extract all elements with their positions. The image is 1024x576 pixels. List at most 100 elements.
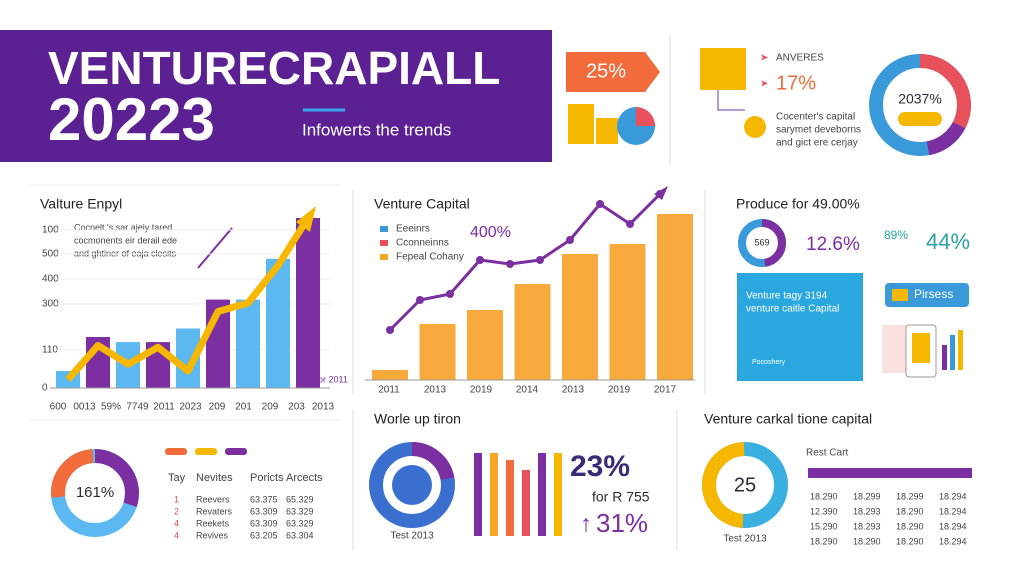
chart2: Eeeinrs Cconneinns Fepeal Cohany 2011 2013 20… — [365, 186, 695, 396]
arrow-icon: ➤ — [760, 79, 768, 90]
legend-label: Fepeal Cohany — [396, 252, 464, 263]
table-cell: 63.375 — [250, 494, 278, 504]
legend-pill — [195, 448, 217, 455]
line-point — [416, 296, 424, 304]
text-line: Cocenter's capital — [776, 112, 855, 123]
donut-segment — [51, 449, 139, 537]
trend-line — [388, 192, 662, 332]
y-label: 0 — [42, 383, 48, 394]
icon-block — [568, 104, 594, 144]
table-cell: Reekets — [196, 518, 230, 528]
deco-bar — [538, 453, 546, 536]
legend-swatch — [380, 226, 388, 232]
bar — [419, 324, 456, 380]
table-cell: 18.299 — [896, 491, 924, 501]
x-label: 201 — [235, 402, 252, 413]
table-header: Nevites — [196, 472, 233, 484]
bar — [296, 218, 320, 388]
x-label: 2019 — [470, 385, 493, 396]
top-donut — [869, 54, 971, 156]
value: 23% — [570, 450, 630, 483]
x-label: 2017 — [654, 385, 677, 396]
table-cell: 18.294 — [939, 536, 967, 546]
br-table: 18.290 18.299 18.299 18.294 12.390 18.293 18.2… — [810, 491, 967, 546]
bar — [657, 214, 693, 380]
pill — [898, 112, 942, 126]
bar — [372, 370, 408, 380]
donut-label: 161% — [76, 484, 114, 501]
line-point — [596, 200, 604, 208]
x-label: 2013 — [424, 385, 447, 396]
table-header: Arcects — [286, 472, 323, 484]
bar — [467, 310, 503, 380]
table-cell: 63.329 — [286, 518, 314, 528]
donut-center — [392, 465, 432, 505]
legend-pill — [165, 448, 187, 455]
table-cell: 18.294 — [939, 521, 967, 531]
arrow-head — [296, 206, 316, 232]
chart-title: Valture Enpyl — [40, 196, 122, 212]
deco-bar — [474, 453, 482, 536]
line-point — [536, 256, 544, 264]
donut-segment — [369, 442, 455, 528]
icon-bar — [942, 345, 947, 370]
caption: Test 2013 — [723, 534, 767, 545]
tag-value: 25% — [586, 60, 626, 82]
table-cell: 18.294 — [939, 491, 967, 501]
x-label: 2013 — [562, 385, 585, 396]
small-donut — [738, 219, 786, 267]
bm-donut — [369, 442, 455, 528]
legend-swatch — [380, 240, 388, 246]
deco-bar — [490, 453, 498, 536]
arrow-head — [654, 186, 668, 200]
icon-square — [700, 48, 746, 90]
text-line: and gict ere cerjay — [776, 138, 858, 149]
title: VENTURECRAPIALL — [48, 42, 500, 94]
arrow-icon: ➤ — [760, 53, 768, 64]
x-label: 2023 — [179, 402, 202, 413]
table-cell: Reevers — [196, 494, 230, 504]
table-cell: Revives — [196, 530, 229, 540]
table-cell: 1 — [174, 494, 179, 504]
x-label: 2019 — [608, 385, 631, 396]
bar — [609, 244, 646, 380]
table-cell: 12.390 — [810, 506, 838, 516]
y-label: 500 — [42, 249, 59, 260]
table-cell: Revaters — [196, 506, 233, 516]
table-cell: 18.290 — [810, 536, 838, 546]
sun-icon — [744, 116, 766, 138]
bl-table: Tay Nevites Poricts Arcects 1 Reevers 63.375 65… — [168, 472, 323, 540]
section-title: Venture carkal tione capital — [704, 411, 872, 427]
trend-line — [65, 216, 311, 382]
value: 89% — [884, 228, 908, 242]
label: ANVERES — [776, 53, 824, 64]
x-label: 0013 — [73, 402, 96, 413]
donut-segment — [51, 449, 139, 537]
badge-icon — [892, 289, 908, 301]
box-line: venture caitle Capital — [746, 304, 839, 315]
section-title: Worle up tiron — [374, 411, 461, 427]
box-line: Venture tagy 3194 — [746, 291, 828, 302]
icon-pie — [636, 107, 655, 126]
table-cell: 18.290 — [896, 536, 924, 546]
line-point — [566, 236, 574, 244]
table-cell: 63.304 — [286, 530, 314, 540]
bl-donut — [51, 449, 139, 537]
x-label: 59% — [101, 402, 121, 413]
tag-arrow — [566, 52, 660, 92]
caption: Test 2013 — [390, 531, 434, 542]
big-value: 400% — [470, 224, 511, 241]
table-cell: 18.293 — [853, 521, 881, 531]
chart-title: Venture Capital — [374, 196, 470, 212]
legend-label: Eeeinrs — [396, 224, 430, 235]
line-point — [506, 260, 514, 268]
legend-label: Cconneinns — [396, 238, 449, 249]
value: 44% — [926, 229, 970, 254]
table-cell: 63.329 — [286, 506, 314, 516]
section-title: Produce for 49.00% — [736, 196, 860, 212]
note: and ghtiner of eaja clesits — [74, 248, 177, 258]
x-label: 209 — [209, 402, 226, 413]
table-cell: 15.290 — [810, 521, 838, 531]
